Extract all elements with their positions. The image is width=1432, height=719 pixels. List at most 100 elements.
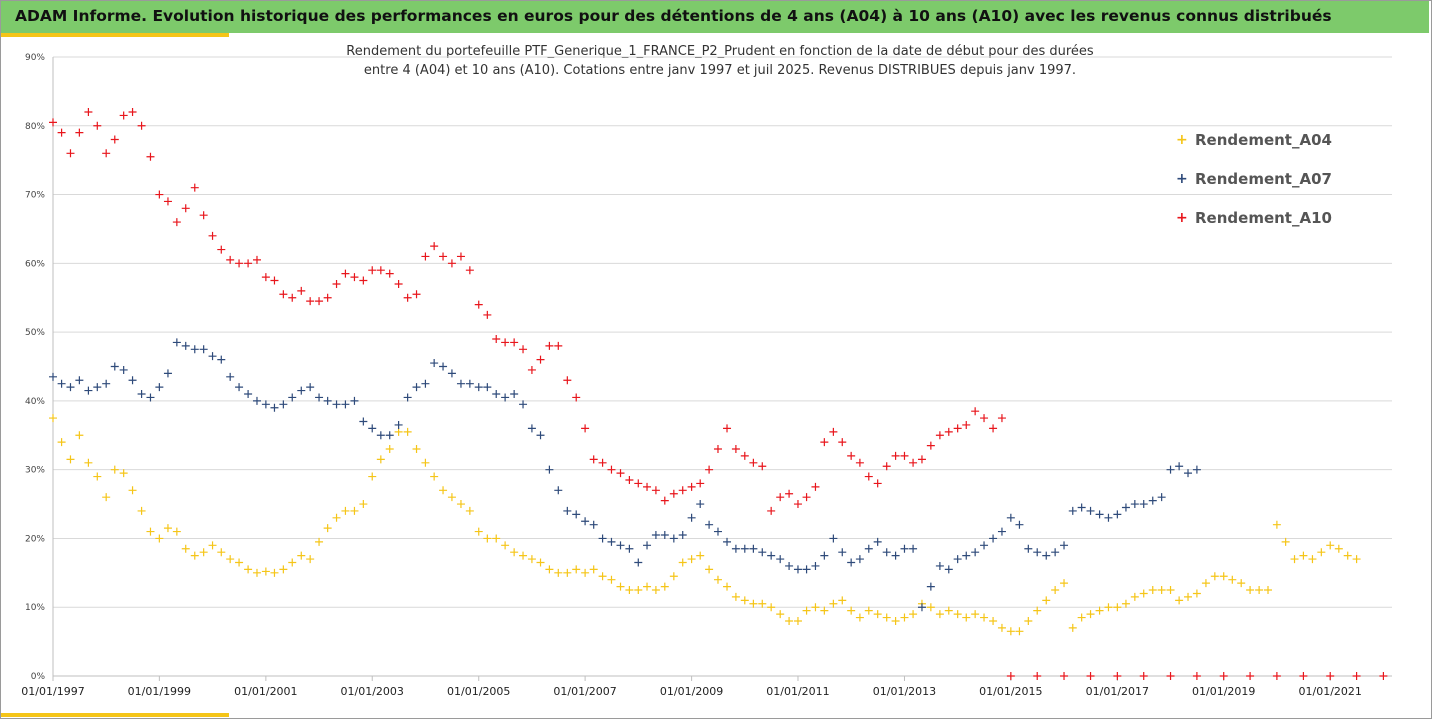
data-point-rendement-a04 (864, 606, 873, 615)
data-point-rendement-a07 (607, 537, 616, 546)
data-point-rendement-a10 (864, 472, 873, 481)
data-point-rendement-a07 (838, 548, 847, 557)
data-point-rendement-a07 (75, 376, 84, 385)
chart-subtitle: entre 4 (A04) et 10 ans (A10). Cotations… (363, 63, 1077, 78)
data-point-rendement-a07 (971, 548, 980, 557)
data-point-rendement-a07 (492, 390, 501, 399)
data-point-rendement-a07 (501, 393, 510, 402)
data-point-rendement-a04 (270, 568, 279, 577)
data-point-rendement-a07 (217, 355, 226, 364)
data-point-rendement-a04 (279, 565, 288, 574)
data-point-rendement-a07 (332, 400, 341, 409)
data-point-rendement-a10 (172, 218, 181, 227)
data-point-rendement-a04 (412, 445, 421, 454)
data-point-rendement-a07 (696, 500, 705, 509)
data-point-rendement-a07 (554, 486, 563, 495)
data-point-rendement-a10 (75, 128, 84, 137)
data-point-rendement-a10 (501, 338, 510, 347)
data-point-rendement-a10 (110, 135, 119, 144)
data-point-rendement-a04 (607, 575, 616, 584)
data-point-rendement-a10 (900, 451, 909, 460)
data-point-rendement-a07 (235, 383, 244, 392)
data-point-rendement-a04 (57, 438, 66, 447)
data-point-rendement-a07 (172, 338, 181, 347)
data-point-rendement-a10 (1006, 672, 1015, 680)
data-point-rendement-a07 (1060, 541, 1069, 550)
data-point-rendement-a04 (1130, 592, 1139, 601)
data-point-rendement-a07 (980, 541, 989, 550)
data-point-rendement-a04 (1255, 586, 1264, 595)
data-point-rendement-a07 (137, 390, 146, 399)
data-point-rendement-a10 (332, 279, 341, 288)
data-point-rendement-a07 (820, 551, 829, 560)
data-point-rendement-a07 (465, 379, 474, 388)
data-point-rendement-a10 (917, 455, 926, 464)
data-point-rendement-a04 (190, 551, 199, 560)
data-point-rendement-a04 (643, 582, 652, 591)
data-point-rendement-a04 (1033, 606, 1042, 615)
data-point-rendement-a04 (137, 506, 146, 515)
data-point-rendement-a04 (359, 500, 368, 509)
data-point-rendement-a07 (190, 345, 199, 354)
data-point-rendement-a04 (776, 610, 785, 619)
data-point-rendement-a10 (483, 310, 492, 319)
data-point-rendement-a10 (128, 108, 137, 117)
data-point-rendement-a07 (847, 558, 856, 567)
data-point-rendement-a07 (678, 531, 687, 540)
data-point-rendement-a10 (785, 489, 794, 498)
data-point-rendement-a07 (261, 400, 270, 409)
data-point-rendement-a10 (252, 255, 261, 264)
data-point-rendement-a04 (341, 506, 350, 515)
data-point-rendement-a07 (49, 372, 57, 381)
data-point-rendement-a07 (297, 386, 306, 395)
data-point-rendement-a07 (793, 565, 802, 574)
data-point-rendement-a10 (909, 458, 918, 467)
accent-bar-bottom (1, 713, 229, 717)
data-point-rendement-a07 (527, 424, 536, 433)
data-point-rendement-a04 (483, 534, 492, 543)
data-point-rendement-a04 (439, 486, 448, 495)
y-tick-label: 10% (25, 603, 45, 613)
data-point-rendement-a04 (1192, 589, 1201, 598)
chart-title-block: Rendement du portefeuille PTF_Generique_… (190, 42, 1250, 80)
data-point-rendement-a04 (501, 541, 510, 550)
data-point-rendement-a10 (705, 465, 714, 474)
data-point-rendement-a10 (66, 149, 75, 158)
data-point-rendement-a04 (1175, 596, 1184, 605)
data-point-rendement-a10 (625, 475, 634, 484)
y-tick-label: 30% (25, 466, 45, 476)
data-point-rendement-a07 (997, 527, 1006, 536)
data-point-rendement-a10 (953, 424, 962, 433)
data-point-rendement-a04 (102, 493, 111, 502)
chart-legend: + Rendement_A04 + Rendement_A07 + Rendem… (1176, 120, 1332, 237)
data-point-rendement-a07 (1068, 506, 1077, 515)
data-point-rendement-a07 (447, 369, 456, 378)
data-point-rendement-a04 (882, 613, 891, 622)
data-point-rendement-a07 (917, 603, 926, 612)
data-point-rendement-a10 (510, 338, 519, 347)
data-point-rendement-a10 (57, 128, 66, 137)
data-point-rendement-a07 (430, 359, 439, 368)
data-point-rendement-a10 (598, 458, 607, 467)
data-point-rendement-a10 (403, 293, 412, 302)
data-point-rendement-a10 (1086, 672, 1095, 680)
data-point-rendement-a10 (855, 458, 864, 467)
data-point-rendement-a10 (350, 273, 359, 282)
data-point-rendement-a07 (802, 565, 811, 574)
data-point-rendement-a07 (1006, 513, 1015, 522)
data-point-rendement-a07 (350, 396, 359, 405)
data-point-rendement-a07 (749, 544, 758, 553)
data-point-rendement-a04 (474, 527, 483, 536)
data-point-rendement-a10 (527, 365, 536, 374)
data-point-rendement-a10 (288, 293, 297, 302)
data-point-rendement-a07 (1130, 500, 1139, 509)
data-point-rendement-a10 (713, 445, 722, 454)
data-point-rendement-a04 (581, 568, 590, 577)
data-point-rendement-a04 (1326, 541, 1335, 550)
data-point-rendement-a07 (1175, 462, 1184, 471)
data-point-rendement-a10 (811, 482, 820, 491)
chart-title: Rendement du portefeuille PTF_Generique_… (346, 44, 1094, 59)
data-point-rendement-a04 (829, 599, 838, 608)
data-point-rendement-a04 (465, 506, 474, 515)
